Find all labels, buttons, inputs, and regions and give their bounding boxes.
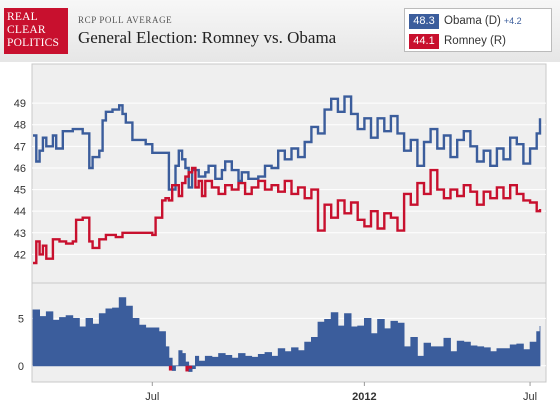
chart-kicker: RCP POLL AVERAGE [78,15,173,25]
y-tick-label: 49 [14,98,26,110]
spread-negative-bar [185,365,189,372]
legend: 48.3 Obama (D) +4.2 44.1 Romney (R) [404,8,552,52]
logo-line: REAL [7,11,38,23]
y-tick-label: 45 [14,185,26,197]
obama-line [33,95,542,191]
spread-y-tick-label: 5 [18,313,24,325]
y-tick-label: 44 [14,206,26,218]
legend-value-obama: 48.3 [409,13,439,29]
y-tick-label: 47 [14,141,26,153]
legend-value-romney: 44.1 [409,33,439,49]
legend-item-romney[interactable]: 44.1 Romney (R) [409,33,506,49]
logo-line: CLEAR [7,24,46,36]
main-gridlines [32,102,546,255]
x-axis: Jul 2012 Jul [145,382,537,403]
spread-y-tick-label: 0 [18,361,24,373]
main-y-axis: 42 43 44 45 46 47 48 49 [14,98,26,261]
rcp-logo: REAL CLEAR POLITICS [4,8,68,54]
spread-series [32,297,541,372]
romney-line [33,166,542,265]
legend-name-obama: Obama (D) [444,15,501,27]
y-tick-label: 42 [14,249,26,261]
spread-negative-bar [188,365,193,369]
y-tick-label: 46 [14,163,26,175]
y-tick-label: 43 [14,228,26,240]
spread-area [32,297,541,372]
logo-line: POLITICS [7,37,60,49]
legend-item-obama[interactable]: 48.3 Obama (D) +4.2 [409,13,522,29]
legend-change-obama: +4.2 [503,16,522,26]
spread-y-axis: 05 [18,313,24,372]
chart-title: General Election: Romney vs. Obama [78,28,337,47]
legend-name-romney: Romney (R) [444,35,506,47]
x-tick-label: 2012 [352,391,376,403]
main-series [33,95,542,265]
y-tick-label: 48 [14,120,26,132]
chart-header: REAL CLEAR POLITICS RCP POLL AVERAGE Gen… [0,0,560,62]
x-tick-label: Jul [523,391,537,403]
spread-negative-bar [168,365,173,371]
x-tick-label: Jul [145,391,159,403]
